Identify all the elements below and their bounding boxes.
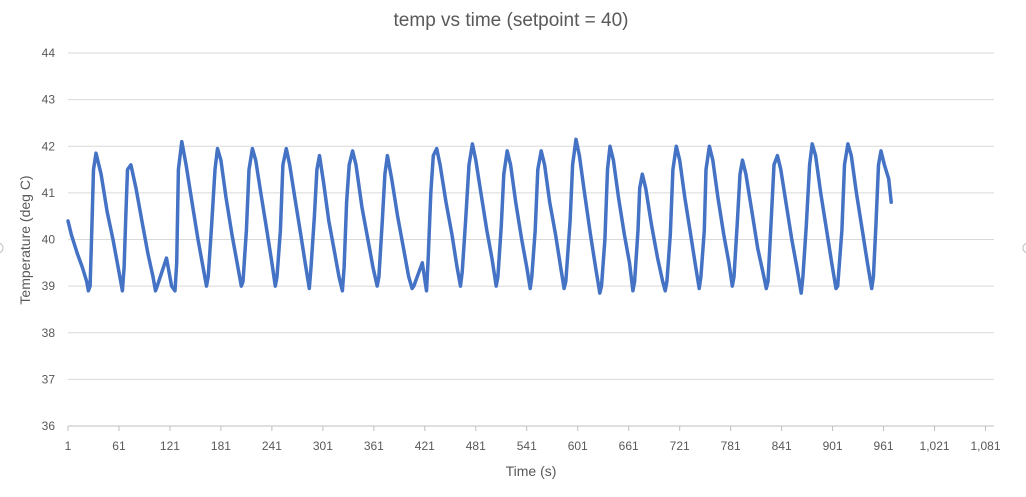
x-tick-label: 601 (568, 439, 588, 453)
chart-title: temp vs time (setpoint = 40) (394, 10, 629, 31)
x-tick-label: 781 (721, 439, 741, 453)
y-tick-label: 36 (42, 419, 56, 433)
x-tick-label: 361 (364, 439, 384, 453)
y-tick-label: 38 (42, 326, 56, 340)
temperature-series-line (66, 137, 893, 295)
x-tick-label: 181 (211, 439, 231, 453)
y-axis-ticks: 36 37 38 39 40 41 42 43 44 (42, 46, 56, 433)
x-tick-label: 1 (65, 439, 72, 453)
x-tick-label: 721 (670, 439, 690, 453)
y-tick-label: 43 (42, 93, 56, 107)
x-tick-label: 841 (772, 439, 792, 453)
x-tick-label: 481 (466, 439, 486, 453)
right-resize-handle[interactable] (1022, 242, 1026, 254)
y-tick-label: 44 (42, 46, 56, 60)
x-tick-label: 1,021 (920, 439, 950, 453)
y-tick-label: 40 (42, 233, 56, 247)
gridlines (68, 52, 994, 380)
x-tick-label: 301 (313, 439, 333, 453)
y-axis-label: Temperature (deg C) (17, 175, 33, 304)
x-tick-label: 121 (160, 439, 180, 453)
x-tick-label: 541 (517, 439, 537, 453)
x-axis-label: Time (s) (506, 463, 557, 479)
x-tick-label: 241 (262, 439, 282, 453)
y-tick-label: 42 (42, 139, 56, 153)
x-tick-label: 61 (112, 439, 126, 453)
x-tick-label: 661 (619, 439, 639, 453)
x-tick-label: 961 (874, 439, 894, 453)
x-tick-label: 1,081 (970, 439, 1000, 453)
x-tick-label: 421 (415, 439, 435, 453)
series-layer (66, 137, 893, 295)
y-tick-label: 41 (42, 186, 56, 200)
left-resize-handle[interactable] (0, 242, 4, 254)
y-tick-label: 37 (42, 372, 56, 386)
y-tick-label: 39 (42, 279, 56, 293)
x-tick-label: 901 (823, 439, 843, 453)
x-axis: 1 61 121 181 241 301 361 421 481 541 601 661 721 781 8… (65, 425, 1001, 453)
